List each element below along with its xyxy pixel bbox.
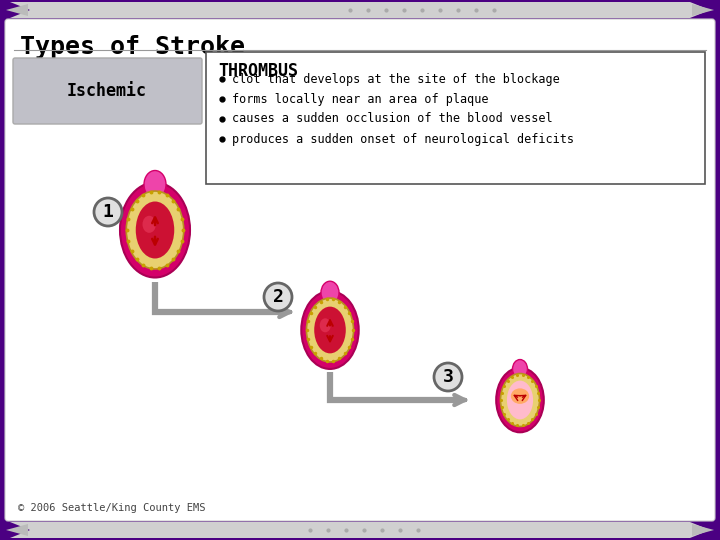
Text: clot that develops at the site of the blockage: clot that develops at the site of the bl…	[232, 72, 559, 85]
Text: causes a sudden occlusion of the blood vessel: causes a sudden occlusion of the blood v…	[232, 112, 553, 125]
FancyBboxPatch shape	[13, 58, 202, 124]
Ellipse shape	[314, 307, 346, 353]
Text: Ischemic: Ischemic	[67, 82, 147, 100]
Polygon shape	[692, 524, 714, 536]
Text: 2: 2	[273, 288, 284, 306]
Ellipse shape	[500, 374, 539, 427]
Text: Types of Stroke: Types of Stroke	[20, 35, 245, 59]
Text: produces a sudden onset of neurological deficits: produces a sudden onset of neurological …	[232, 132, 574, 145]
Ellipse shape	[307, 298, 354, 362]
Ellipse shape	[320, 318, 330, 332]
Polygon shape	[692, 4, 714, 16]
Polygon shape	[10, 522, 710, 538]
Text: 3: 3	[443, 368, 454, 386]
Text: © 2006 Seattle/King County EMS: © 2006 Seattle/King County EMS	[18, 503, 205, 513]
Circle shape	[434, 363, 462, 391]
Polygon shape	[6, 524, 28, 536]
FancyBboxPatch shape	[5, 19, 715, 521]
Ellipse shape	[510, 388, 529, 404]
Circle shape	[264, 283, 292, 311]
Ellipse shape	[513, 360, 528, 379]
Text: forms locally near an area of plaque: forms locally near an area of plaque	[232, 92, 488, 105]
Ellipse shape	[120, 183, 190, 278]
Ellipse shape	[496, 368, 544, 433]
Ellipse shape	[126, 191, 184, 269]
Circle shape	[94, 198, 122, 226]
Ellipse shape	[144, 171, 166, 199]
Ellipse shape	[507, 381, 533, 420]
Text: 1: 1	[102, 203, 114, 221]
Ellipse shape	[321, 281, 339, 304]
Text: THROMBUS: THROMBUS	[218, 62, 298, 80]
Polygon shape	[6, 4, 28, 16]
Ellipse shape	[143, 216, 156, 233]
Ellipse shape	[136, 201, 174, 259]
Ellipse shape	[301, 291, 359, 369]
FancyBboxPatch shape	[206, 52, 705, 184]
Polygon shape	[10, 2, 710, 18]
